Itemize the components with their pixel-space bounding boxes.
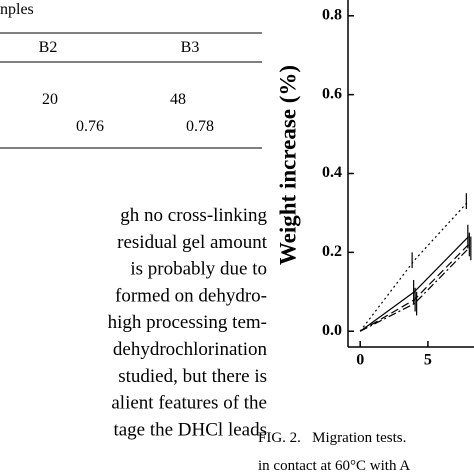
text-line: is probably due to (130, 259, 267, 280)
column-header: B3 (181, 39, 200, 56)
text-line: high processing tem- (108, 312, 267, 333)
series-line (359, 236, 470, 332)
text-line: dehydrochlorination (113, 339, 268, 360)
caption-line: in contact at 60°C with A (258, 458, 410, 474)
table-cell: 20 (42, 91, 58, 108)
table-cell: 0.76 (76, 118, 104, 135)
text-line: tage the DHCl leads (113, 419, 267, 440)
x-tick-label: 5 (424, 352, 432, 369)
table-cell: 48 (170, 91, 186, 108)
y-tick-label: 0.0 (322, 322, 342, 339)
text-line: residual gel amount (117, 232, 268, 253)
y-tick-label: 0.6 (322, 85, 342, 102)
text-line: studied, but there is (118, 366, 267, 387)
series-line (359, 200, 470, 332)
caption-line: FIG. 2. Migration tests. (258, 430, 406, 446)
table-title: nples (0, 1, 34, 18)
x-tick-label: 0 (356, 352, 364, 369)
text-line: gh no cross-linking (120, 205, 267, 226)
y-tick-label: 0.4 (322, 164, 342, 181)
y-tick-label: 0.2 (322, 243, 342, 260)
series-line (359, 248, 470, 332)
series-line (359, 244, 470, 332)
table-cell: 0.78 (186, 118, 214, 135)
text-line: alient features of the (111, 393, 267, 414)
text-line: formed on dehydro- (115, 285, 267, 306)
y-axis-label: Weight increase (%) (275, 65, 300, 265)
y-tick-label: 0.8 (322, 6, 342, 23)
column-header: B2 (39, 39, 58, 56)
